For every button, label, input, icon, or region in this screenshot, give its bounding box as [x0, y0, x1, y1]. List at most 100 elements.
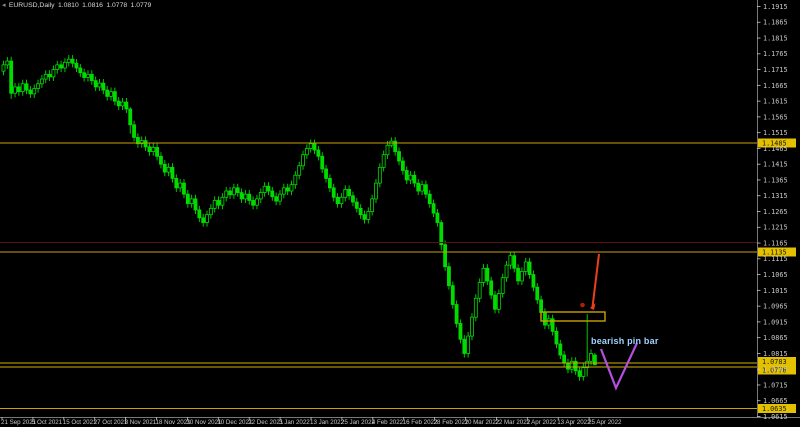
red-dot-marker[interactable]: [580, 302, 585, 308]
candle: [220, 193, 225, 210]
candle: [381, 150, 386, 172]
candle: [431, 199, 436, 218]
y-tick-label: 1.1665: [763, 82, 788, 90]
candle: [47, 70, 52, 81]
candle: [320, 152, 325, 174]
candle: [493, 290, 497, 314]
candle: [147, 142, 152, 156]
candle: [339, 193, 344, 208]
candle: [239, 188, 244, 203]
y-tick-label: 1.1765: [763, 50, 788, 58]
candle: [481, 264, 486, 287]
candle: [201, 213, 206, 227]
x-tick-label: 5 Oct 2021: [32, 419, 63, 426]
candle: [182, 179, 186, 199]
candle: [5, 56, 10, 69]
y-tick-label: 1.0815: [763, 350, 788, 358]
candle: [258, 188, 263, 203]
candle: [89, 70, 94, 85]
candle: [135, 133, 140, 148]
candle: [443, 240, 448, 271]
candle: [270, 186, 275, 201]
candle: [404, 166, 409, 185]
candle: [189, 194, 194, 208]
x-tick-label: 13 Jan 2022: [310, 419, 345, 426]
candle: [235, 183, 240, 197]
candle: [558, 339, 563, 360]
candle: [143, 136, 148, 151]
symbol-period-label: EURUSD,Daily: [8, 1, 55, 9]
bearish-pin-bar-label[interactable]: bearish pin bar: [591, 336, 659, 346]
candle: [70, 55, 75, 68]
x-tick-label: 27 Oct 2021: [94, 419, 128, 426]
candle: [397, 147, 401, 166]
candle: [159, 152, 163, 169]
candle: [97, 79, 102, 92]
candle: [569, 357, 574, 374]
candle: [301, 150, 305, 170]
red-arrow[interactable]: [591, 253, 600, 308]
candle: [51, 65, 56, 81]
candle: [312, 139, 317, 155]
candle: [496, 289, 501, 314]
candle: [473, 294, 478, 322]
candle: [416, 179, 421, 196]
candle: [343, 185, 348, 202]
y-tick-label: 1.1215: [763, 224, 788, 232]
candle: [162, 160, 167, 177]
candle: [193, 194, 198, 215]
candle: [109, 87, 113, 101]
candle: [66, 55, 71, 67]
x-tick-label: 10 Mar 2022: [465, 419, 500, 426]
candle: [278, 190, 282, 206]
candle: [566, 358, 570, 374]
candle: [316, 145, 321, 161]
svg-text:1.1135: 1.1135: [762, 249, 787, 257]
x-tick-label: 22 Mar 2022: [495, 419, 530, 426]
candle: [281, 183, 286, 199]
hline-price-tag: 1.0783: [758, 357, 796, 366]
candle: [105, 85, 110, 101]
candle: [447, 262, 451, 290]
candle: [393, 137, 398, 156]
candle: [86, 70, 90, 82]
candle: [535, 283, 540, 304]
candle: [178, 179, 183, 192]
candle: [562, 350, 567, 368]
candle: [9, 56, 14, 99]
candle: [1, 60, 6, 76]
candle: [16, 82, 21, 96]
candle: [327, 174, 332, 192]
y-tick-label: 1.0615: [763, 413, 788, 421]
candle: [174, 174, 179, 192]
y-tick-label: 1.1015: [763, 287, 788, 295]
hline-price-tag: 1.1135: [758, 247, 796, 257]
ohlc-close: 1.0779: [130, 1, 152, 9]
candle: [454, 300, 459, 328]
candle: [63, 58, 67, 73]
candle: [420, 180, 424, 196]
candle: [377, 163, 382, 188]
y-tick-label: 1.1165: [763, 239, 788, 247]
candle: [573, 357, 578, 375]
candle: [24, 79, 29, 95]
candle: [13, 82, 17, 98]
purple-check-shape[interactable]: [599, 342, 638, 391]
candle: [423, 180, 428, 199]
ohlc-low: 1.0778: [106, 1, 128, 9]
chart-title: ◂ EURUSD,Daily 1.0810 1.0816 1.0778 1.07…: [2, 1, 151, 9]
supply-zone-rectangle[interactable]: [540, 311, 606, 322]
candle: [128, 107, 133, 134]
x-tick-label: 25 Apr 2022: [588, 419, 622, 426]
candle: [527, 257, 532, 279]
candle: [185, 190, 190, 208]
candle: [358, 204, 363, 219]
candle: [93, 76, 98, 92]
candle: [78, 63, 83, 77]
candle: [523, 257, 528, 276]
candle: [205, 210, 209, 227]
candle: [139, 136, 144, 148]
candle: [470, 313, 474, 341]
